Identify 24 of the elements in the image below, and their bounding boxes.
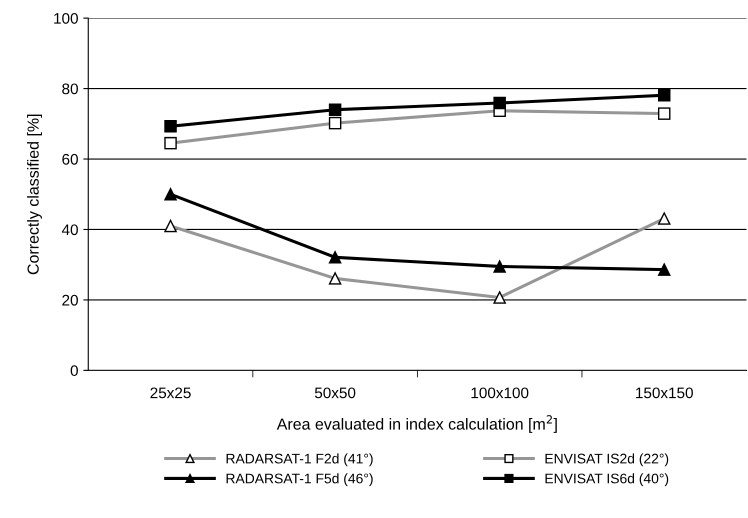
point [658, 263, 670, 276]
y-tick-label: 0 [70, 365, 78, 376]
legend-label: ENVISAT IS6d (40°) [545, 473, 668, 486]
point [493, 260, 506, 273]
y-tick-label: 100 [54, 13, 78, 24]
legend-label: RADARSAT-1 F2d (41°) [226, 453, 373, 466]
legend-label: RADARSAT-1 F5d (46°) [226, 473, 373, 486]
x-tick-label: 25x25 [150, 387, 191, 398]
point [328, 251, 342, 264]
y-tick-label: 80 [62, 83, 78, 94]
point [328, 103, 342, 116]
y-tick-label: 60 [62, 154, 78, 165]
y-axis-title: Correctly classified [%] [27, 114, 42, 274]
legend-label: ENVISAT IS2d (22°) [545, 453, 668, 466]
x-tick-label: 150x150 [636, 387, 693, 398]
y-tick-label: 40 [62, 224, 78, 236]
point [658, 89, 670, 102]
x-tick-label: 50x50 [314, 387, 356, 398]
y-tick-label: 20 [62, 294, 78, 306]
point [493, 96, 506, 110]
x-axis-title: Area evaluated in index calculation [m$^{2}$] [276, 415, 557, 433]
x-tick-label: 100x100 [472, 387, 528, 398]
point [164, 120, 177, 133]
point [164, 188, 177, 200]
